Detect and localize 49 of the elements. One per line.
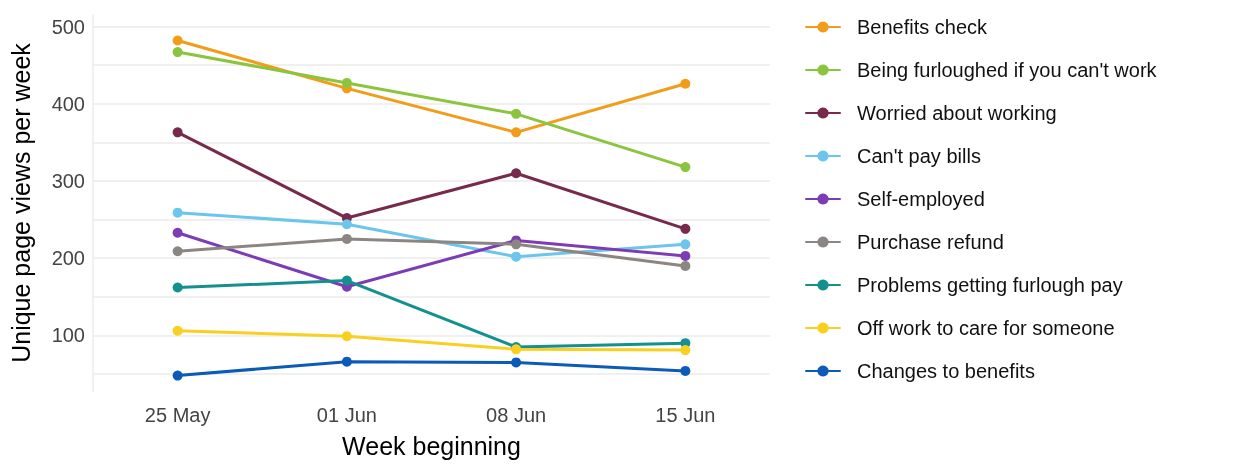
- point: [172, 227, 183, 238]
- x-tick-label: 08 Jun: [486, 404, 547, 426]
- point: [172, 246, 183, 257]
- legend-label: Worried about working: [857, 102, 1057, 124]
- point: [680, 162, 691, 173]
- point: [172, 207, 183, 218]
- y-tick-label: 300: [51, 170, 85, 192]
- point: [341, 275, 352, 286]
- point: [680, 365, 691, 376]
- point: [341, 233, 352, 244]
- legend-label: Being furloughed if you can't work: [857, 59, 1158, 81]
- legend-label: Self-employed: [857, 188, 985, 210]
- point: [680, 260, 691, 271]
- x-tick-label: 15 Jun: [655, 404, 716, 426]
- y-tick-label: 200: [51, 247, 85, 270]
- point: [511, 108, 522, 119]
- point: [511, 168, 522, 179]
- point: [680, 223, 691, 234]
- point: [172, 47, 183, 58]
- y-tick-label: 100: [51, 324, 85, 347]
- point: [511, 127, 522, 138]
- legend-label: Purchase refund: [857, 231, 1004, 253]
- point: [172, 35, 183, 46]
- point: [341, 356, 352, 367]
- point: [511, 251, 522, 262]
- point: [511, 239, 522, 250]
- point: [680, 78, 691, 89]
- legend-label: Changes to benefits: [857, 360, 1035, 382]
- point: [511, 357, 522, 368]
- point: [680, 239, 691, 250]
- x-axis-title: Week beginning: [342, 431, 521, 460]
- point: [341, 331, 352, 342]
- legend-label: Can't pay bills: [857, 145, 981, 167]
- point: [341, 77, 352, 88]
- y-axis-title: Unique page views per week: [6, 42, 35, 363]
- legend-label: Off work to care for someone: [857, 317, 1115, 339]
- point: [680, 345, 691, 356]
- point: [172, 370, 183, 381]
- legend-label: Benefits check: [857, 16, 989, 38]
- legend-label: Problems getting furlough pay: [857, 274, 1123, 296]
- point: [680, 250, 691, 261]
- y-tick-label: 500: [51, 15, 85, 38]
- point: [172, 127, 183, 138]
- point: [341, 219, 352, 230]
- point: [172, 325, 183, 336]
- point: [172, 282, 183, 293]
- y-tick-label: 400: [51, 92, 85, 115]
- x-tick-label: 25 May: [144, 404, 211, 426]
- x-tick-label: 01 Jun: [316, 404, 377, 426]
